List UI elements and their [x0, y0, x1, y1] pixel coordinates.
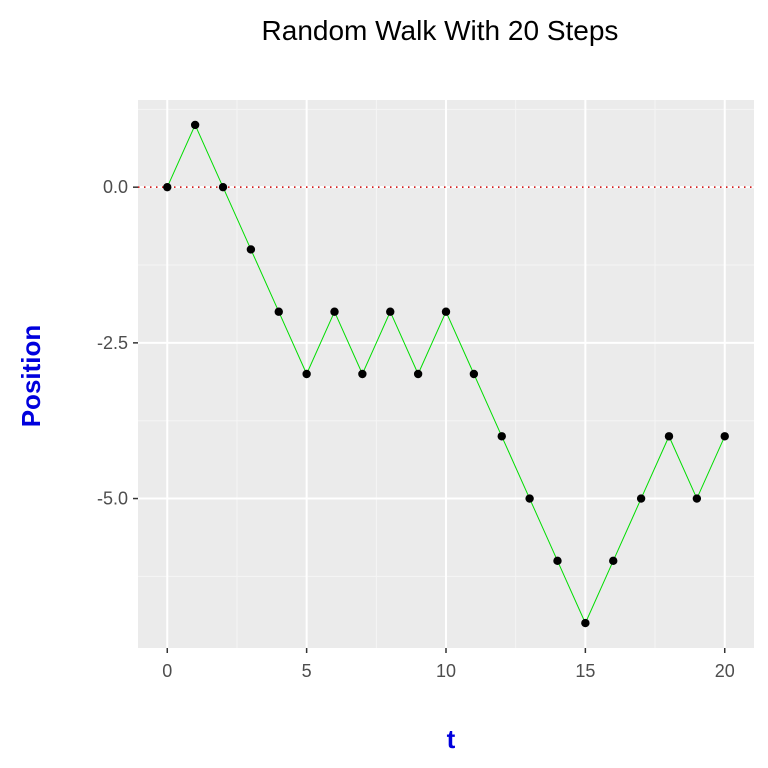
x-tick-label: 15: [575, 661, 595, 681]
x-tick-label: 0: [162, 661, 172, 681]
y-axis-title: Position: [16, 325, 46, 428]
data-point: [302, 369, 311, 379]
data-point: [218, 182, 228, 192]
data-points: [163, 120, 729, 628]
data-point: [469, 369, 479, 379]
x-axis-title: t: [447, 724, 456, 754]
y-tick-label: -5.0: [97, 489, 128, 509]
y-tick-label: -2.5: [97, 333, 128, 353]
data-point: [720, 432, 729, 441]
x-tick-label: 5: [302, 661, 312, 681]
data-point: [163, 182, 172, 192]
data-point: [274, 307, 283, 316]
data-point: [636, 494, 646, 503]
data-point: [246, 245, 256, 254]
data-point: [441, 307, 451, 316]
data-point: [330, 307, 339, 316]
y-tick-label: 0.0: [103, 177, 128, 197]
data-point: [581, 618, 590, 628]
data-point: [553, 556, 562, 566]
chart-title: Random Walk With 20 Steps: [262, 15, 619, 46]
x-axis-ticks: 0 5 10 15 20: [162, 648, 735, 681]
data-point: [609, 556, 618, 566]
x-tick-label: 10: [436, 661, 456, 681]
x-tick-label: 20: [715, 661, 735, 681]
y-axis-ticks: 0.0 -2.5 -5.0: [97, 177, 138, 509]
data-point: [497, 432, 506, 441]
data-point: [525, 494, 534, 503]
data-point: [413, 369, 423, 379]
data-point: [692, 494, 702, 503]
data-point: [386, 307, 395, 316]
data-point: [664, 432, 674, 441]
data-point: [358, 369, 367, 379]
data-point: [190, 120, 200, 130]
